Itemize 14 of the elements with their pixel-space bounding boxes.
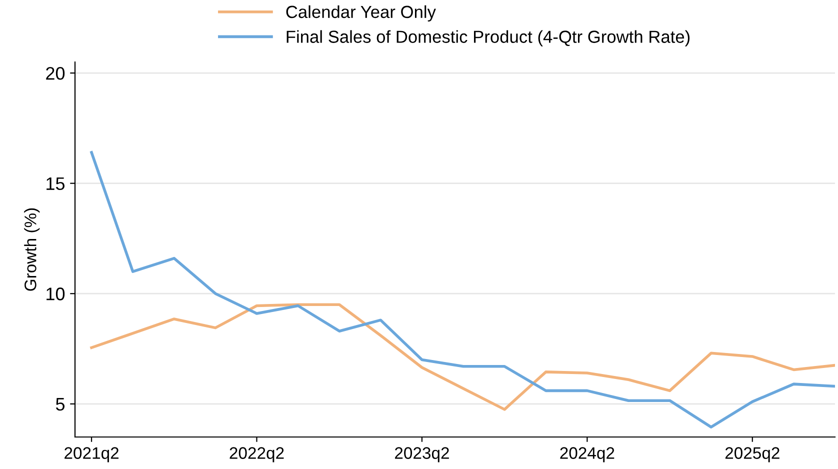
x-tick-label: 2021q2 (64, 447, 118, 462)
y-tick-label: 20 (46, 66, 65, 80)
x-tick-label: 2024q2 (560, 447, 614, 462)
line-series (90, 151, 835, 428)
legend-label: Calendar Year Only (286, 5, 436, 22)
y-tick-label: 5 (56, 398, 65, 411)
line-series (90, 303, 835, 411)
legend-label: Final Sales of Domestic Product (4-Qtr Growth Rate) (286, 30, 690, 46)
y-tick-label: 10 (46, 288, 65, 300)
x-tick-label: 2025q2 (725, 447, 780, 462)
y-tick-label: 15 (46, 177, 65, 190)
x-tick-label: 2023q2 (394, 447, 449, 462)
y-axis-title: Growth (%) (24, 208, 40, 291)
x-tick-label: 2022q2 (230, 447, 284, 462)
